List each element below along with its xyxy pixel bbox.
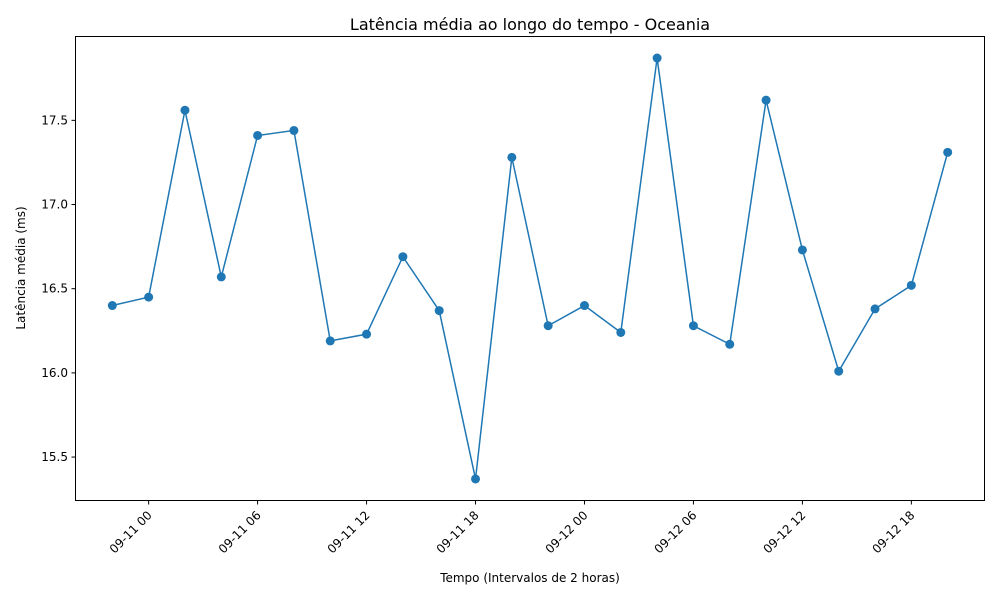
x-tick-label: 09-11 18 [434,508,482,556]
chart-title: Latência média ao longo do tempo - Ocean… [350,15,710,34]
data-point [289,125,299,135]
plot-area-frame [75,36,985,501]
x-tick-label: 09-11 00 [107,508,155,556]
y-tick-label: 17.5 [41,113,68,127]
data-point [943,147,953,157]
x-tick-label: 09-11 06 [216,508,264,556]
data-point [543,321,553,331]
x-tick-label: 09-11 12 [325,508,373,556]
data-point [797,245,807,255]
x-axis-label: Tempo (Intervalos de 2 horas) [439,571,620,585]
data-point [870,304,880,314]
x-tick-label: 09-12 06 [652,508,700,556]
data-point [834,366,844,376]
data-point [688,321,698,331]
y-tick-label: 17.0 [41,198,68,212]
data-point [362,329,372,339]
data-point [761,95,771,105]
data-point [434,306,444,316]
data-point [253,130,263,140]
data-point [398,252,408,262]
data-point [906,280,916,290]
data-point [471,474,481,484]
y-tick-label: 16.5 [41,282,68,296]
x-tick-label: 09-12 00 [543,508,591,556]
x-tick-label: 09-12 18 [869,508,917,556]
data-point [325,336,335,346]
data-point [725,339,735,349]
y-tick-label: 16.0 [41,366,68,380]
data-point [652,53,662,63]
data-point [616,327,626,337]
data-point [107,301,117,311]
data-point [180,105,190,115]
data-point [507,152,517,162]
data-point [216,272,226,282]
y-tick-label: 15.5 [41,450,68,464]
data-point [579,301,589,311]
series-line [112,57,949,480]
y-axis-label: Latência média (ms) [14,206,28,329]
x-tick-label: 09-12 12 [760,508,808,556]
data-point [144,292,154,302]
